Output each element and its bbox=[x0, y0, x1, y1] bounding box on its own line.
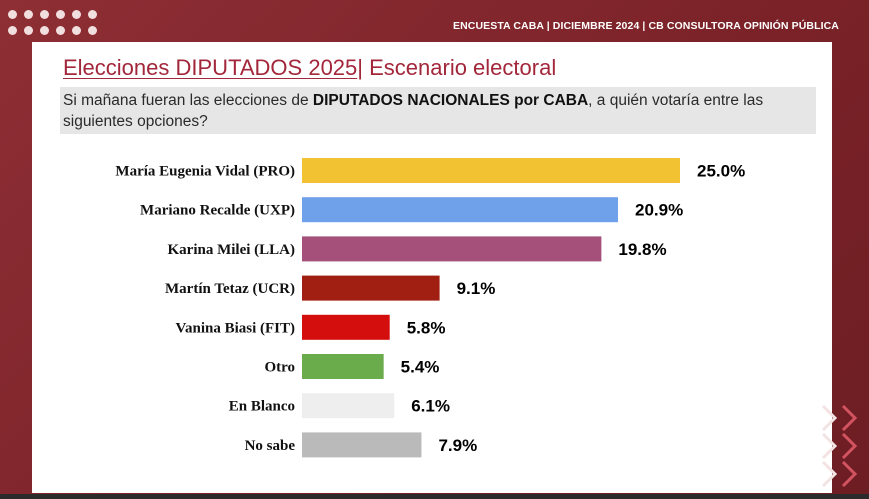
decorative-dot bbox=[40, 26, 49, 35]
decorative-dot bbox=[88, 10, 97, 19]
value-label: 25.0% bbox=[697, 162, 745, 181]
value-label: 19.8% bbox=[618, 240, 666, 259]
category-label: Karina Milei (LLA) bbox=[168, 242, 296, 258]
bar bbox=[302, 393, 395, 419]
bar bbox=[302, 354, 384, 379]
decorative-dot bbox=[72, 26, 81, 35]
decorative-dot bbox=[72, 10, 81, 19]
question-post: , a quién votaría entre las siguientes o… bbox=[63, 92, 764, 130]
question-pre: Si mañana fueran las elecciones de bbox=[63, 92, 313, 109]
category-label: En Blanco bbox=[229, 399, 295, 415]
value-label: 5.4% bbox=[401, 358, 440, 377]
value-label: 20.9% bbox=[635, 201, 683, 220]
value-label: 5.8% bbox=[407, 318, 446, 337]
bar bbox=[302, 275, 440, 301]
bar bbox=[302, 432, 422, 458]
decorative-dot bbox=[8, 26, 17, 35]
question-box: Si mañana fueran las elecciones de DIPUT… bbox=[60, 87, 816, 134]
category-label: Vanina Biasi (FIT) bbox=[176, 320, 295, 336]
content-panel: Elecciones DIPUTADOS 2025| Escenario ele… bbox=[32, 42, 832, 493]
value-label: 6.1% bbox=[411, 397, 450, 416]
category-label: Otro bbox=[264, 360, 295, 376]
bar bbox=[302, 236, 602, 262]
bar bbox=[302, 314, 390, 340]
bar bbox=[302, 197, 619, 223]
title-sub: | Escenario electoral bbox=[357, 55, 557, 80]
header-text: ENCUESTA CABA | DICIEMBRE 2024 | CB CONS… bbox=[452, 20, 839, 32]
category-label: No sabe bbox=[245, 438, 296, 454]
decorative-dot bbox=[40, 10, 49, 19]
decorative-dot bbox=[56, 26, 65, 35]
question-text: Si mañana fueran las elecciones de DIPUT… bbox=[63, 90, 808, 132]
category-label: Martín Tetaz (UCR) bbox=[165, 281, 295, 297]
page-title: Elecciones DIPUTADOS 2025| Escenario ele… bbox=[63, 55, 556, 81]
decorative-dot bbox=[24, 26, 33, 35]
category-label: María Eugenia Vidal (PRO) bbox=[115, 164, 295, 180]
decorative-dot bbox=[24, 10, 33, 19]
decorative-dot bbox=[56, 10, 65, 19]
value-label: 7.9% bbox=[438, 436, 477, 455]
question-bold: DIPUTADOS NACIONALES por CABA bbox=[312, 92, 589, 109]
decorative-dot bbox=[88, 26, 97, 35]
title-main: Elecciones DIPUTADOS 2025 bbox=[63, 55, 358, 80]
chevron-decoration-icon bbox=[821, 404, 858, 488]
category-label: Mariano Recalde (UXP) bbox=[140, 203, 295, 219]
bar bbox=[302, 158, 680, 183]
decorative-dot bbox=[8, 10, 17, 19]
value-label: 9.1% bbox=[457, 279, 496, 298]
